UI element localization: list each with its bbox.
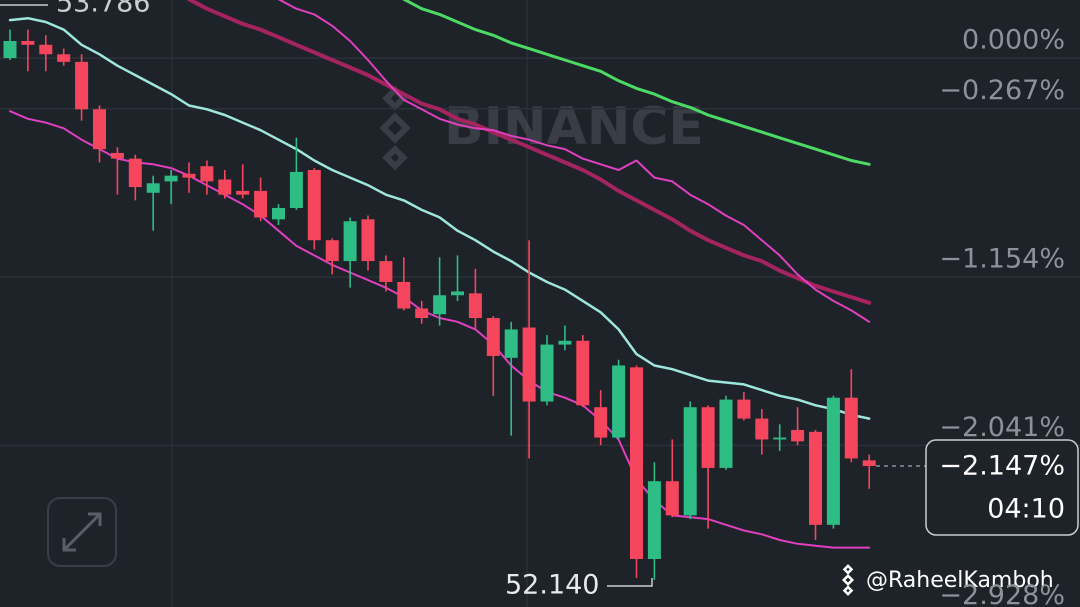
candle-body	[791, 429, 805, 442]
moving-average-line	[187, 0, 872, 305]
candle-body	[612, 365, 626, 438]
countdown: 04:10	[987, 494, 1065, 525]
candle-body	[21, 40, 35, 45]
candle-body	[110, 152, 124, 159]
expand-icon[interactable]	[62, 512, 102, 552]
candle-body	[415, 308, 429, 319]
candle-body	[254, 190, 268, 218]
candle-body	[379, 261, 393, 282]
candle-body	[826, 397, 840, 525]
candle-body	[665, 481, 679, 516]
candle-body	[200, 166, 214, 182]
low-label: 52.140	[505, 570, 599, 601]
candle-body	[809, 431, 822, 525]
candle-body	[773, 437, 787, 440]
candle-body	[522, 327, 536, 402]
credit: @RaheelKamboh	[866, 568, 1054, 593]
candle-body	[647, 481, 661, 559]
watermark: BINANCE	[379, 85, 704, 171]
candle-body	[307, 170, 321, 241]
candle-body	[558, 340, 572, 345]
candle-body	[57, 54, 71, 62]
candle-body	[862, 460, 876, 467]
candle-body	[289, 171, 303, 208]
candle-body	[701, 407, 715, 468]
watermark-text: BINANCE	[444, 97, 704, 157]
candle-body	[683, 407, 697, 516]
candle-body	[218, 179, 232, 195]
last-price-label: −2.147%	[939, 451, 1065, 482]
high-label: 53.786	[56, 0, 150, 19]
candle-body	[540, 344, 554, 402]
y-tick-label: −2.928%	[939, 580, 1065, 607]
y-tick-label: −2.041%	[939, 412, 1065, 443]
y-tick-label: −1.154%	[939, 244, 1065, 275]
candle-body	[594, 407, 608, 438]
low-label-connector	[607, 578, 653, 587]
moving-average-line	[277, 0, 871, 323]
last-price-box	[925, 439, 1079, 536]
candle-body	[3, 40, 17, 59]
candle-body	[93, 109, 106, 150]
candle-body	[737, 399, 751, 419]
candle-body	[343, 221, 357, 262]
candle-body	[755, 418, 769, 440]
moving-average-line	[402, 0, 871, 166]
candle-body	[325, 240, 339, 262]
candle-body	[39, 44, 53, 55]
candle-body	[75, 61, 89, 110]
y-tick-label: 0.000%	[962, 25, 1065, 56]
candle-body	[146, 183, 160, 193]
candle-body	[576, 340, 590, 406]
expand-button-frame[interactable]	[47, 497, 117, 567]
candle-body	[361, 219, 375, 262]
candle-body	[182, 173, 196, 178]
candle-body	[468, 293, 482, 319]
credit-logo	[841, 564, 855, 596]
candle-body	[504, 329, 518, 358]
candle-body	[630, 367, 643, 559]
candle-body	[433, 295, 447, 315]
candle-body	[397, 281, 411, 309]
candle-body	[272, 207, 285, 220]
candle-body	[164, 175, 178, 182]
candle-body	[844, 397, 858, 459]
candle-body	[451, 291, 464, 296]
expand-button[interactable]	[47, 497, 117, 567]
candle-body	[719, 399, 733, 468]
moving-average-line	[8, 16, 871, 420]
y-tick-label: −0.267%	[939, 75, 1065, 106]
candle-body	[236, 190, 250, 195]
candle-body	[486, 318, 500, 356]
candle-body	[128, 158, 142, 188]
